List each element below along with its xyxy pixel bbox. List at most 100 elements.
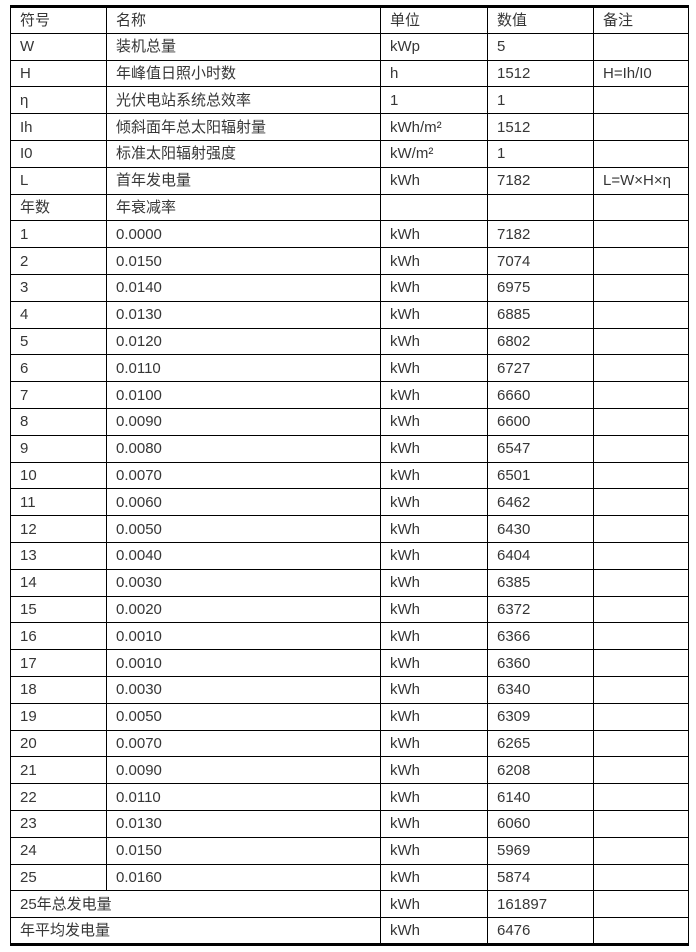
unit-cell: kWh (380, 247, 488, 275)
note-cell (593, 675, 689, 704)
year-cell: 24 (10, 836, 107, 865)
table-header-row: 符号 名称 单位 数值 备注 (10, 6, 689, 34)
value-cell: 6975 (487, 273, 594, 302)
year-cell: 10 (10, 461, 107, 490)
unit-cell: kWh (380, 461, 488, 490)
value-cell: 5969 (487, 836, 594, 865)
value-cell: 1512 (487, 113, 594, 141)
unit-cell: kWh (380, 515, 488, 543)
value-cell: 6430 (487, 515, 594, 543)
note-cell (593, 863, 689, 892)
value-cell: 7074 (487, 247, 594, 275)
year-row: 13 0.0040 kWh 6404 (10, 541, 689, 570)
year-cell: 25 (10, 863, 107, 892)
year-row: 16 0.0010 kWh 6366 (10, 622, 689, 651)
unit-cell: kWh (380, 809, 488, 838)
year-row: 17 0.0010 kWh 6360 (10, 649, 689, 677)
summary-label-cell: 25年总发电量 (10, 890, 381, 919)
unit-cell: kWh (380, 783, 488, 811)
note-cell: H=Ih/I0 (593, 59, 689, 88)
note-cell (593, 729, 689, 758)
value-cell: 6462 (487, 488, 594, 517)
unit-cell: kWh (380, 407, 488, 436)
decay-cell: 0.0010 (106, 649, 381, 677)
decay-cell: 0.0130 (106, 300, 381, 329)
note-cell (593, 247, 689, 275)
value-cell: 7182 (487, 220, 594, 249)
decay-cell: 0.0070 (106, 461, 381, 490)
value-cell: 1 (487, 139, 594, 168)
value-cell: 6476 (487, 917, 594, 945)
year-cell: 6 (10, 354, 107, 383)
year-row: 5 0.0120 kWh 6802 (10, 327, 689, 356)
value-cell: 7182 (487, 166, 594, 195)
note-cell (593, 32, 689, 61)
year-header-cell: 年数 (10, 193, 107, 222)
unit-cell: kWh (380, 300, 488, 329)
note-cell (593, 113, 689, 141)
year-cell: 8 (10, 407, 107, 436)
year-cell: 5 (10, 327, 107, 356)
unit-cell: kWh (380, 595, 488, 624)
year-row: 1 0.0000 kWh 7182 (10, 220, 689, 249)
param-row: L 首年发电量 kWh 7182 L=W×H×η (10, 166, 689, 195)
value-cell: 6404 (487, 541, 594, 570)
note-cell (593, 434, 689, 463)
note-cell (593, 488, 689, 517)
year-row: 7 0.0100 kWh 6660 (10, 381, 689, 409)
symbol-cell: Ih (10, 113, 107, 141)
year-cell: 7 (10, 381, 107, 409)
year-cell: 23 (10, 809, 107, 838)
unit-cell (380, 193, 488, 222)
decay-cell: 0.0110 (106, 783, 381, 811)
year-row: 18 0.0030 kWh 6340 (10, 675, 689, 704)
year-cell: 9 (10, 434, 107, 463)
decay-cell: 0.0140 (106, 273, 381, 302)
year-cell: 4 (10, 300, 107, 329)
value-cell (487, 193, 594, 222)
year-row: 12 0.0050 kWh 6430 (10, 515, 689, 543)
year-row: 10 0.0070 kWh 6501 (10, 461, 689, 490)
value-cell: 5874 (487, 863, 594, 892)
year-cell: 11 (10, 488, 107, 517)
note-cell (593, 783, 689, 811)
value-cell: 6501 (487, 461, 594, 490)
unit-cell: kWh (380, 917, 488, 945)
pv-generation-table: 符号 名称 单位 数值 备注 W 装机总量 kWp 5 H 年峰值日照小时数 h 1512 H=Ih/I0… (10, 5, 689, 946)
table-body: 符号 名称 单位 数值 备注 W 装机总量 kWp 5 H 年峰值日照小时数 h 1512 H=Ih/I0… (10, 6, 689, 945)
year-cell: 22 (10, 783, 107, 811)
value-cell: 6885 (487, 300, 594, 329)
value-cell: 5 (487, 32, 594, 61)
name-cell: 标准太阳辐射强度 (106, 139, 381, 168)
year-cell: 1 (10, 220, 107, 249)
unit-cell: kWh (380, 273, 488, 302)
decay-cell: 0.0070 (106, 729, 381, 758)
year-header-row: 年数 年衰减率 (10, 193, 689, 222)
value-cell: 6372 (487, 595, 594, 624)
unit-cell: kWh (380, 541, 488, 570)
header-cell: 数值 (487, 6, 594, 34)
decay-cell: 0.0060 (106, 488, 381, 517)
unit-cell: kWh/m² (380, 113, 488, 141)
value-cell: 6208 (487, 756, 594, 785)
year-row: 8 0.0090 kWh 6600 (10, 407, 689, 436)
year-row: 22 0.0110 kWh 6140 (10, 783, 689, 811)
note-cell (593, 300, 689, 329)
value-cell: 161897 (487, 890, 594, 919)
unit-cell: 1 (380, 86, 488, 115)
decay-cell: 0.0010 (106, 622, 381, 651)
unit-cell: kWh (380, 622, 488, 651)
unit-cell: kWh (380, 836, 488, 865)
value-cell: 6309 (487, 702, 594, 731)
year-cell: 15 (10, 595, 107, 624)
unit-cell: kWh (380, 729, 488, 758)
param-row: Ih 倾斜面年总太阳辐射量 kWh/m² 1512 (10, 113, 689, 141)
year-row: 2 0.0150 kWh 7074 (10, 247, 689, 275)
decay-cell: 0.0130 (106, 809, 381, 838)
unit-cell: h (380, 59, 488, 88)
note-cell (593, 649, 689, 677)
note-cell (593, 809, 689, 838)
param-row: I0 标准太阳辐射强度 kW/m² 1 (10, 139, 689, 168)
decay-cell: 0.0030 (106, 568, 381, 597)
decay-cell: 0.0100 (106, 381, 381, 409)
